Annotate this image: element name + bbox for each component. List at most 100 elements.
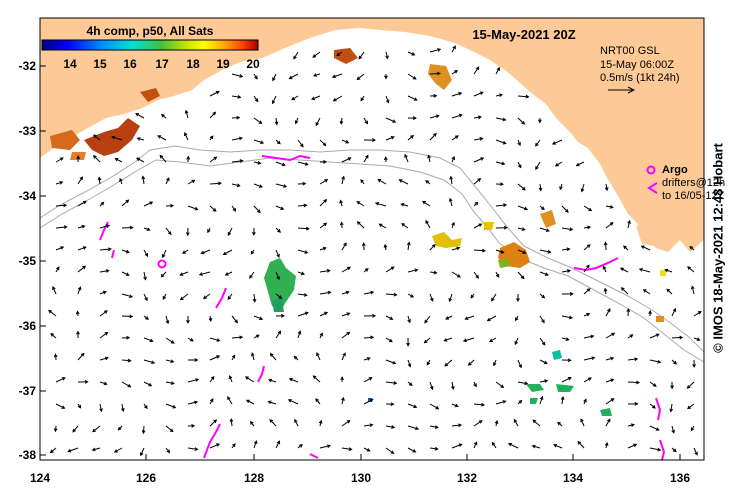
current-vector-head xyxy=(458,113,463,118)
current-vector xyxy=(209,91,220,97)
current-vector-head xyxy=(514,341,518,346)
current-vector xyxy=(451,381,454,390)
current-vector xyxy=(583,335,594,339)
current-vector-head xyxy=(280,313,285,318)
current-vector xyxy=(187,378,199,383)
current-vector xyxy=(52,286,57,295)
current-vector-head xyxy=(239,74,244,78)
current-vector-head xyxy=(429,297,434,302)
colorbar-tick: 14 xyxy=(63,57,77,71)
current-vector xyxy=(72,425,79,433)
current-vector-head xyxy=(590,334,595,339)
current-vector xyxy=(180,271,189,276)
current-vector xyxy=(583,264,590,273)
current-vector xyxy=(341,157,351,163)
current-vector xyxy=(561,396,564,405)
colorbar-tick: 15 xyxy=(93,57,107,71)
current-vector-head xyxy=(249,421,254,425)
current-vector-head xyxy=(452,45,456,50)
current-vector xyxy=(473,178,481,185)
current-vector-head xyxy=(61,405,66,409)
current-vector-head xyxy=(348,447,353,451)
current-vector-head xyxy=(501,161,506,166)
current-vector xyxy=(275,331,282,339)
current-vector-head xyxy=(609,222,614,226)
current-vector-head xyxy=(209,398,214,403)
y-tick-label: -33 xyxy=(19,124,37,138)
current-vector-head xyxy=(456,246,461,251)
current-vector-head xyxy=(517,142,521,147)
current-vector-head xyxy=(332,98,337,102)
current-vector xyxy=(473,223,482,229)
current-vector-head xyxy=(92,428,96,433)
current-vector xyxy=(68,447,79,452)
current-vector xyxy=(272,95,277,104)
argo-float xyxy=(646,165,656,175)
current-vector-head xyxy=(435,114,440,119)
current-vector xyxy=(184,132,189,141)
current-vector-head xyxy=(182,250,186,254)
current-vector xyxy=(99,291,107,295)
current-vector xyxy=(50,447,57,453)
current-vector-head xyxy=(544,379,549,383)
current-vector xyxy=(312,51,321,58)
current-vector-head xyxy=(580,188,585,193)
current-vector xyxy=(165,381,174,384)
current-vector xyxy=(539,183,542,191)
current-vector-head xyxy=(280,206,285,210)
current-vector xyxy=(553,444,563,449)
current-vector-head xyxy=(477,115,482,120)
current-vector xyxy=(55,403,65,409)
current-vector xyxy=(297,312,309,317)
current-vector-head xyxy=(339,199,343,204)
current-vector-head xyxy=(251,231,256,236)
current-vector xyxy=(385,447,394,454)
current-vector xyxy=(385,95,389,103)
current-vector-head xyxy=(237,95,242,99)
current-vector-head xyxy=(127,358,132,363)
current-vector xyxy=(627,381,640,384)
current-vector xyxy=(92,447,101,451)
current-vector xyxy=(231,137,243,141)
current-vector-head xyxy=(198,272,203,276)
current-vector xyxy=(621,287,629,295)
current-vector-head xyxy=(104,310,108,314)
current-vector xyxy=(561,270,571,273)
current-vector-head xyxy=(167,231,172,236)
current-vector-head xyxy=(297,330,302,335)
current-vector-head xyxy=(105,269,110,273)
current-vector xyxy=(517,359,522,368)
current-vector xyxy=(508,443,519,449)
current-vector xyxy=(311,95,321,100)
current-vector-head xyxy=(475,274,479,279)
current-vector xyxy=(605,357,614,361)
current-vector xyxy=(253,205,261,213)
current-vector-head xyxy=(276,440,281,445)
current-vector xyxy=(143,293,148,301)
current-vector xyxy=(231,336,243,339)
current-vector xyxy=(77,265,86,273)
current-vector-head xyxy=(404,153,408,158)
shelf-contour-inner xyxy=(40,157,704,363)
current-vector-head xyxy=(216,338,221,342)
current-vector xyxy=(77,287,81,295)
current-vector xyxy=(316,352,321,361)
current-vector xyxy=(385,136,395,141)
current-vector-head xyxy=(538,119,542,124)
current-vector xyxy=(535,161,541,170)
current-vector-head xyxy=(56,266,60,271)
current-vector-head xyxy=(671,429,675,434)
current-vector-head xyxy=(541,319,545,324)
current-vector-head xyxy=(76,155,81,160)
current-vector-head xyxy=(687,405,691,410)
current-vector xyxy=(385,359,396,364)
current-vector xyxy=(253,315,263,320)
current-vector xyxy=(555,161,563,167)
current-vector xyxy=(643,289,651,295)
current-vector-head xyxy=(541,294,546,299)
current-vector-head xyxy=(100,201,105,206)
current-vector-head xyxy=(79,176,83,181)
current-vector-head xyxy=(82,265,87,270)
current-vector xyxy=(99,403,102,412)
current-vector xyxy=(451,135,459,141)
